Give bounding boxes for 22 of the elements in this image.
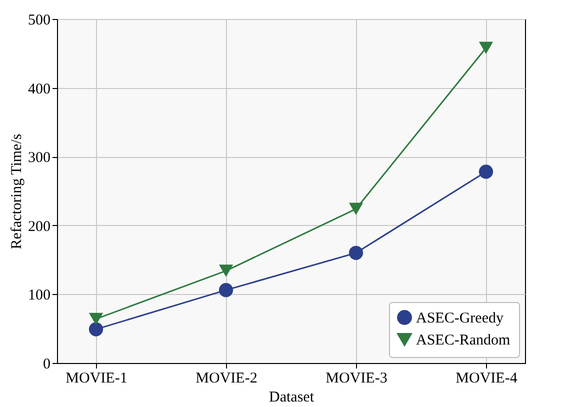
legend-label: ASEC-Greedy [416, 310, 504, 326]
point [348, 246, 364, 260]
y-tick-label: 200 [28, 218, 50, 235]
point [88, 312, 104, 326]
y-tick-label: 0 [43, 356, 50, 372]
y-tick-label: 300 [28, 150, 50, 166]
point [478, 164, 494, 179]
x-tick-label: MOVIE-4 [456, 370, 518, 386]
x-tick-label: MOVIE-2 [196, 370, 258, 386]
y-tick-label: 100 [28, 288, 50, 304]
y-tick-label: 500 [28, 12, 50, 28]
point [218, 264, 234, 277]
y-tick-label: 400 [28, 81, 50, 98]
point [88, 322, 104, 336]
point [218, 283, 234, 298]
x-axis-title: Dataset [269, 390, 315, 406]
x-tick-label: MOVIE-1 [66, 370, 128, 386]
x-tick-label: MOVIE-3 [326, 370, 388, 386]
y-axis-title: Refactoring Time/s [9, 134, 25, 250]
point [348, 202, 364, 216]
point [478, 42, 494, 54]
legend-label: ASEC-Random [416, 332, 510, 348]
